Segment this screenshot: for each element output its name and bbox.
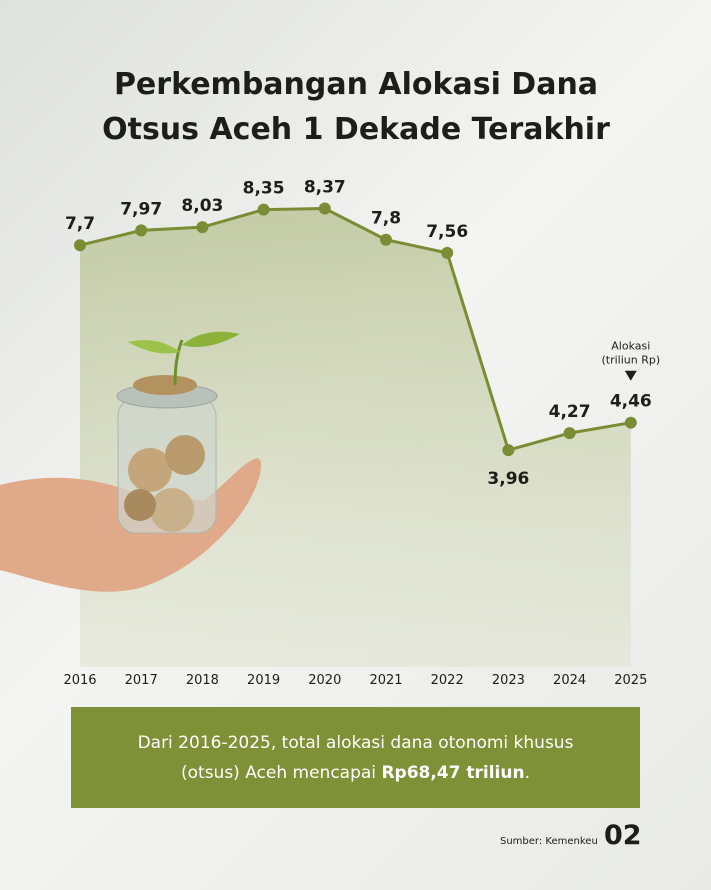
- x-tick-label: 2025: [614, 673, 647, 688]
- annotation: (triliun Rp): [601, 354, 660, 367]
- annotation: Alokasi: [611, 340, 650, 353]
- x-tick-label: 2024: [553, 673, 586, 688]
- summary-text: Dari 2016-2025, total alokasi dana otono…: [137, 732, 574, 753]
- x-tick-label: 2021: [369, 673, 402, 688]
- value-label: 7,8: [371, 209, 401, 229]
- point: [441, 246, 454, 259]
- x-tick-label: 2016: [63, 673, 96, 688]
- annotation-arrow: [624, 370, 637, 381]
- value-label: 8,03: [181, 196, 223, 216]
- area: [80, 208, 631, 667]
- summary-text: (otsus) Aceh mencapai Rp68,47 triliun.: [71, 758, 640, 788]
- summary-text: .: [524, 762, 530, 783]
- summary-text: (otsus) Aceh mencapai: [181, 762, 382, 783]
- x-tick-label: 2020: [308, 673, 341, 688]
- value-label: 7,56: [426, 222, 468, 242]
- value-label: 3,96: [487, 469, 529, 489]
- x-tick-label: 2018: [186, 673, 219, 688]
- summary-highlight: Rp68,47 triliun: [381, 762, 525, 783]
- point: [74, 239, 86, 252]
- point: [318, 202, 331, 215]
- x-tick-label: 2022: [431, 673, 464, 688]
- point: [624, 416, 637, 429]
- value-label: 7,97: [120, 199, 162, 219]
- hand-jar-illustration: [0, 331, 262, 592]
- value-label: 4,27: [549, 402, 591, 422]
- chart-title: Perkembangan Alokasi Dana: [114, 67, 598, 102]
- line: [79, 207, 632, 452]
- point: [257, 203, 270, 216]
- point: [380, 233, 392, 246]
- value-label: 8,35: [243, 179, 285, 199]
- value-label: 8,37: [304, 178, 346, 198]
- x-tick-label: 2017: [125, 673, 158, 688]
- source: Sumber: Kemenkeu: [500, 836, 598, 847]
- page-number: 02: [604, 820, 642, 851]
- point: [196, 221, 209, 234]
- point: [502, 444, 515, 457]
- value-label: 4,46: [610, 392, 652, 412]
- value-label: 7,7: [65, 214, 95, 234]
- summary-box: Dari 2016-2025, total alokasi dana otono…: [71, 707, 640, 808]
- x-tick-label: 2023: [492, 673, 525, 688]
- x-tick-label: 2019: [247, 673, 280, 688]
- point: [563, 427, 576, 440]
- point: [135, 224, 148, 237]
- chart-title: Otsus Aceh 1 Dekade Terakhir: [102, 112, 610, 147]
- plot: 7,7 2016 7,97 2017 8,03 2018 8,35 2019 8,37 2020 7…: [63, 178, 660, 688]
